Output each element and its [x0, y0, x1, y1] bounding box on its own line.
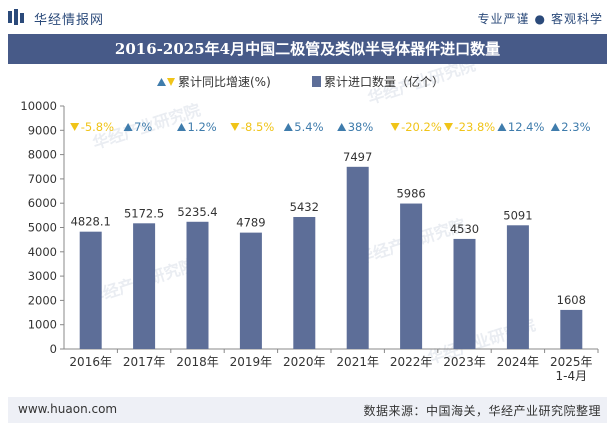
growth-up-triangle-icon: [550, 123, 560, 131]
bar: [293, 217, 316, 349]
tagline-right: 客观科学: [550, 12, 603, 26]
tagline: 专业严谨 ● 客观科学: [477, 10, 603, 27]
bar: [186, 221, 209, 349]
site-url: www.huaon.com: [18, 402, 118, 416]
x-tick-label: 2020年: [283, 355, 326, 369]
bar-value-label: 1608: [557, 293, 586, 307]
y-tick-label: 2000: [28, 293, 57, 307]
growth-up-triangle-icon: [177, 123, 186, 131]
bar-value-label: 5172.5: [124, 206, 164, 220]
growth-rate-label: 12.4%: [508, 120, 545, 134]
tagline-separator: ●: [534, 12, 546, 26]
bar: [400, 203, 423, 349]
legend-label-yoy: 累计同比增速(%): [178, 75, 271, 89]
y-tick-label: 3000: [28, 269, 57, 283]
growth-up-triangle-icon: [123, 123, 133, 131]
x-tick-label: 2022年: [390, 355, 433, 369]
growth-rate-label: -8.5%: [241, 120, 274, 134]
growth-rate-label: -23.8%: [455, 120, 496, 134]
growth-up-triangle-icon: [497, 123, 507, 131]
x-tick-label: 2021年: [336, 355, 379, 369]
x-tick-label: 1-4月: [555, 369, 587, 383]
y-tick-label: 0: [50, 342, 57, 356]
growth-rate-label: 5.4%: [294, 120, 323, 134]
x-tick-label: 2019年: [230, 355, 273, 369]
legend-up-triangle-icon: [157, 78, 166, 86]
y-tick-label: 5000: [28, 221, 57, 235]
x-tick-label: 2017年: [123, 355, 166, 369]
bar-value-label: 5235.4: [177, 205, 217, 219]
y-tick-label: 10000: [20, 99, 57, 113]
growth-rate-label: -20.2%: [401, 120, 442, 134]
bar: [560, 309, 583, 349]
x-tick-label: 2025年: [550, 355, 593, 369]
logo-icon: [8, 9, 24, 25]
bar-chart: 华经产业研究院华经产业研究院华经产业研究院华经产业研究院华经产业研究院累计同比增…: [20, 64, 599, 383]
y-tick-label: 6000: [28, 196, 57, 210]
x-tick-label: 2018年: [176, 355, 219, 369]
x-tick-label: 2016年: [69, 355, 112, 369]
bar-value-label: 5432: [290, 200, 319, 214]
y-tick-label: 9000: [28, 123, 57, 137]
brand-name: 华经情报网: [34, 13, 105, 28]
bar-value-label: 5986: [396, 187, 425, 201]
bar-value-label: 5091: [503, 208, 532, 222]
top-bar: 华经情报网 专业严谨 ● 客观科学: [0, 0, 615, 34]
tagline-left: 专业严谨: [477, 12, 530, 26]
x-tick-label: 2024年: [497, 355, 540, 369]
y-tick-label: 1000: [28, 318, 57, 332]
legend-bar-swatch: [312, 76, 321, 87]
bar-value-label: 4828.1: [71, 215, 111, 229]
bar: [506, 225, 529, 349]
growth-up-triangle-icon: [283, 123, 293, 131]
x-tick-label: 2023年: [443, 355, 486, 369]
growth-rate-label: 2.3%: [561, 120, 590, 134]
growth-rate-label: 1.2%: [188, 120, 217, 134]
legend-label-qty: 累计进口数量（亿个）: [324, 74, 444, 89]
growth-rate-label: 7%: [134, 120, 152, 134]
growth-up-triangle-icon: [337, 123, 347, 131]
chart-title: 2016-2025年4月中国二极管及类似半导体器件进口数量: [8, 34, 607, 64]
bar: [453, 238, 476, 349]
bar-value-label: 4530: [450, 222, 479, 236]
y-tick-label: 8000: [28, 148, 57, 162]
growth-down-triangle-icon: [444, 123, 453, 131]
growth-down-triangle-icon: [230, 123, 240, 131]
growth-rate-label: -5.8%: [81, 120, 114, 134]
growth-down-triangle-icon: [70, 123, 80, 131]
bar: [346, 166, 369, 349]
footer-bar: www.huaon.com 数据来源：中国海关，华经产业研究院整理: [8, 397, 607, 423]
bar: [239, 232, 262, 349]
legend-down-triangle-icon: [167, 78, 175, 86]
data-source: 数据来源：中国海关，华经产业研究院整理: [363, 404, 601, 418]
bar: [133, 223, 156, 349]
growth-rate-label: 38%: [348, 120, 374, 134]
growth-down-triangle-icon: [390, 123, 400, 131]
bar: [79, 231, 102, 349]
bar-value-label: 4789: [236, 216, 265, 230]
y-tick-label: 7000: [28, 172, 57, 186]
y-tick-label: 4000: [28, 245, 57, 259]
bar-value-label: 7497: [343, 150, 372, 164]
